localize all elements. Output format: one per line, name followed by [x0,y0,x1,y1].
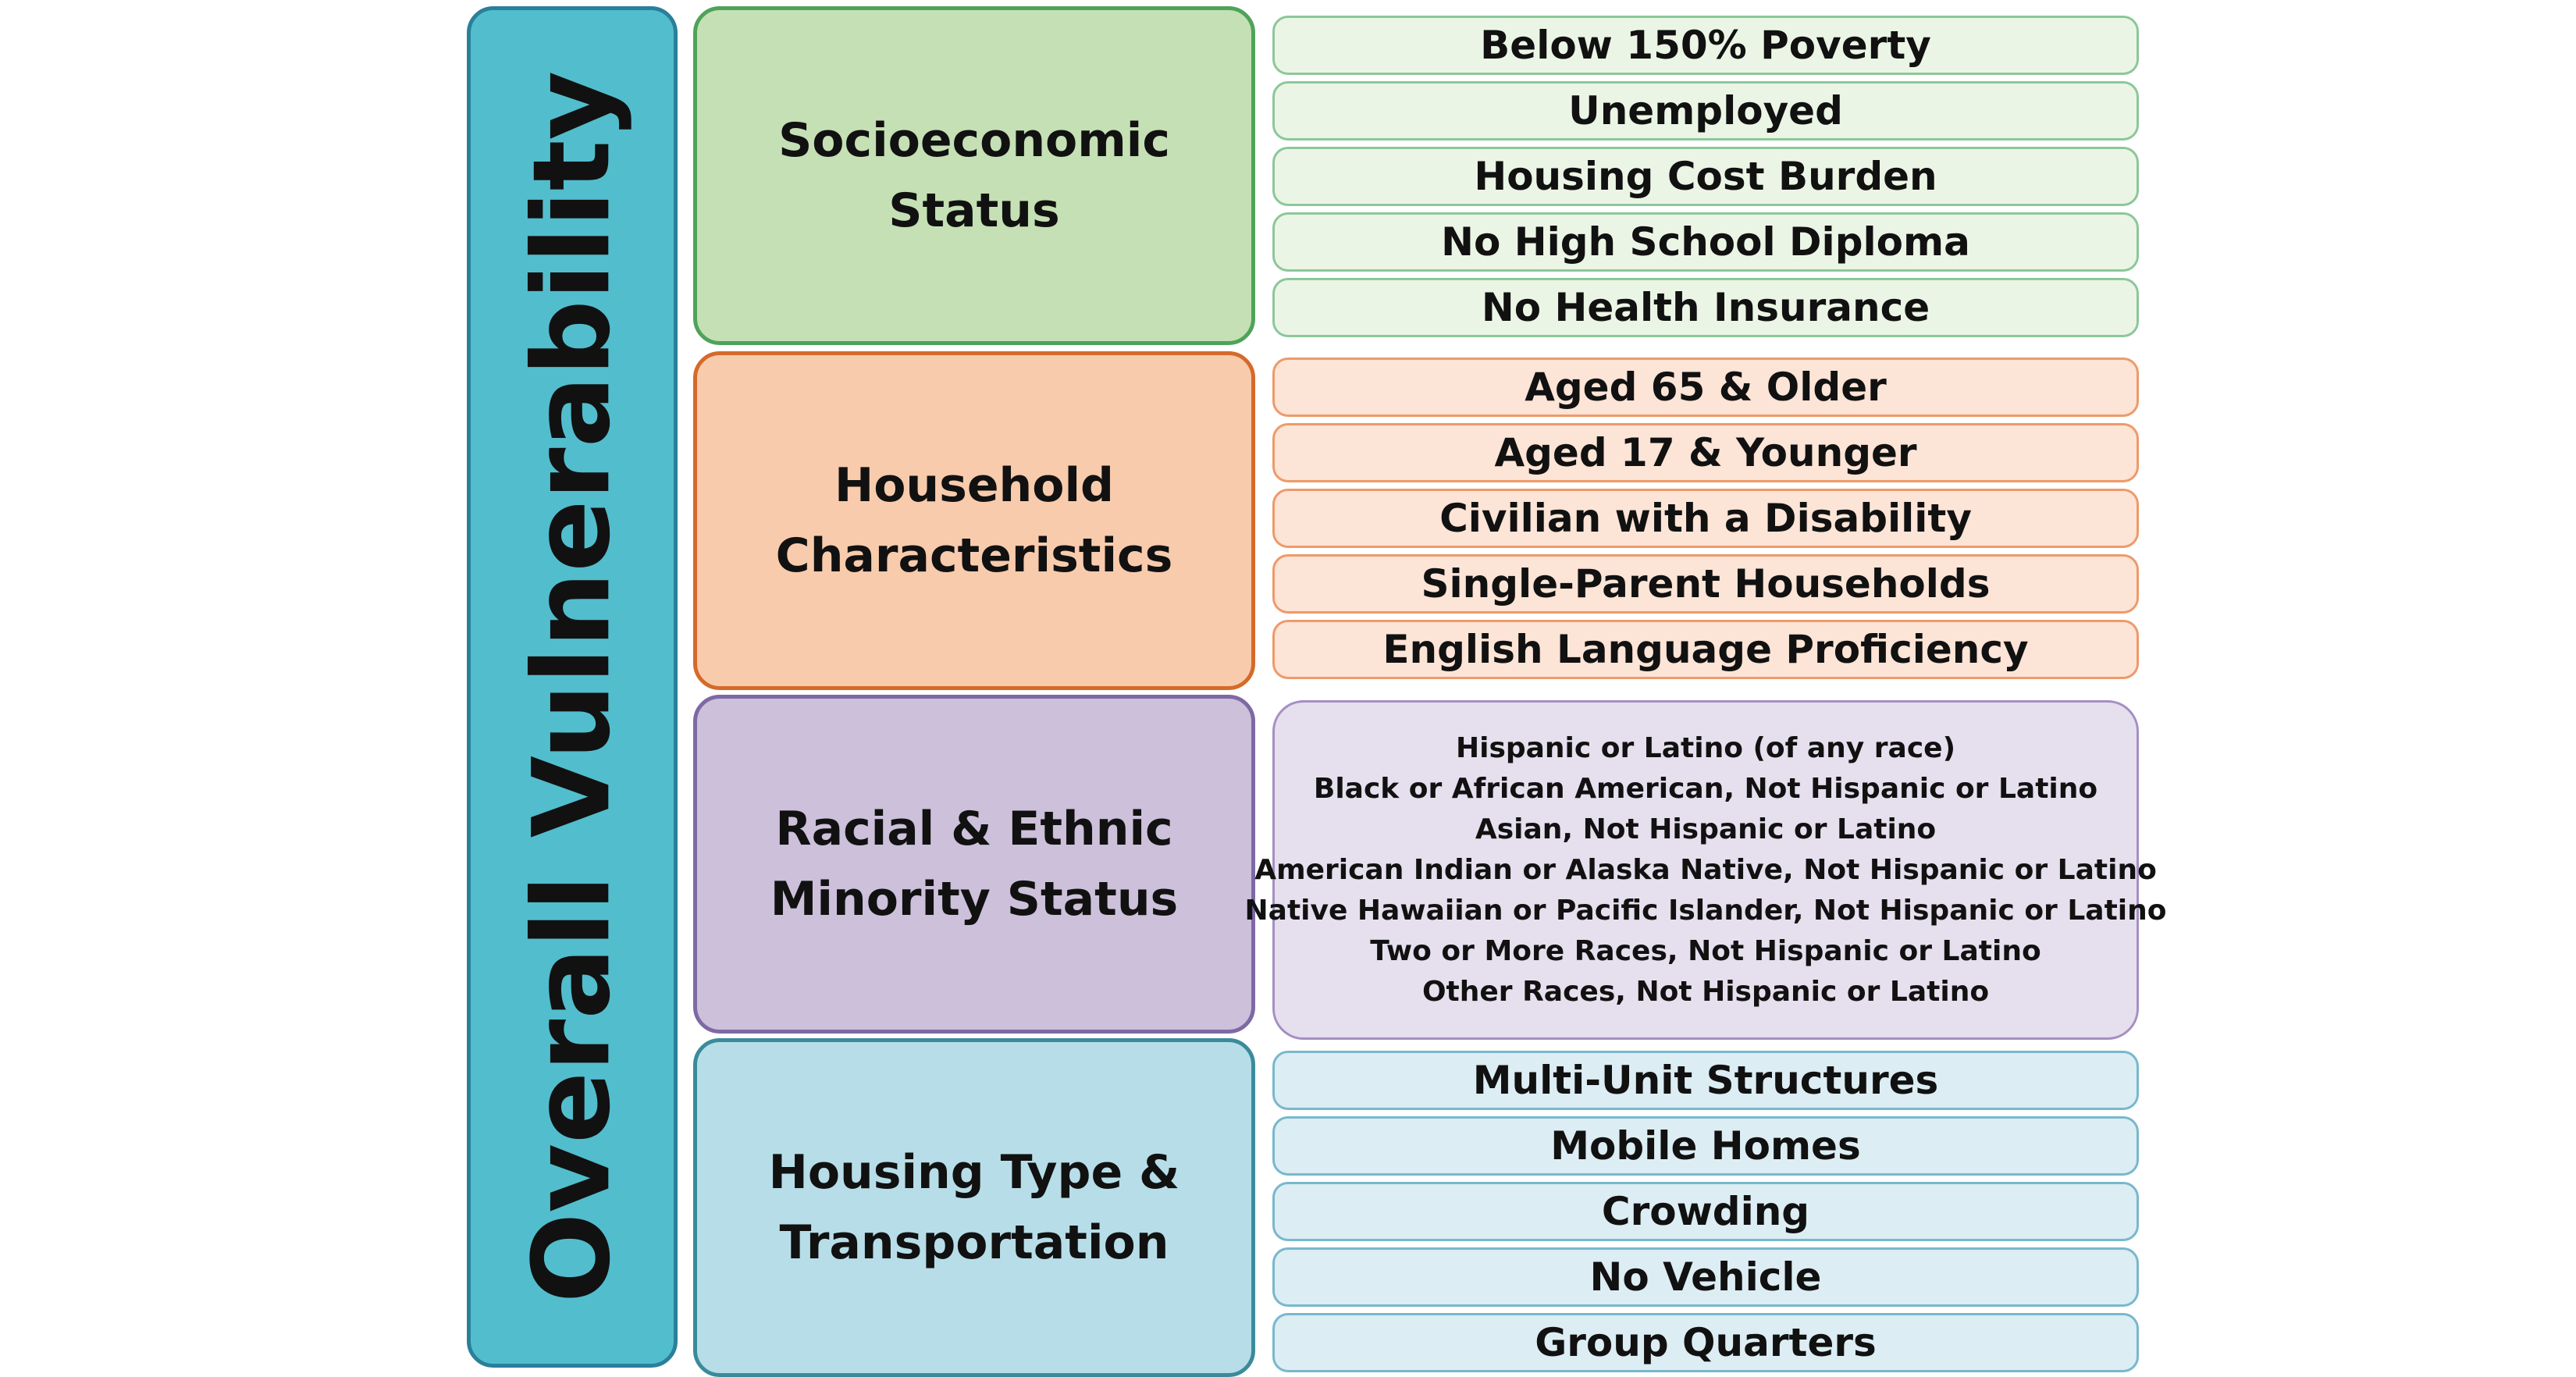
minority-variables-box: Hispanic or Latino (of any race) Black o… [1245,700,2166,1040]
variable-single-parent: Single-Parent Households [1272,554,2139,614]
variable-aged-65-older: Aged 65 & Older [1272,358,2139,417]
variable-no-vehicle: No Vehicle [1272,1247,2139,1307]
variable-native-hawaiian: Native Hawaiian or Pacific Islander, Not… [1244,894,2167,927]
variable-unemployed: Unemployed [1272,81,2139,141]
theme-socioeconomic-label: Socioeconomic Status [778,113,1170,238]
overall-vulnerability-box: Overall Vulnerability [467,6,678,1368]
variable-black-african-american: Black or African American, Not Hispanic … [1313,772,2098,805]
theme-housing-transportation-label: Housing Type & Transportation [768,1145,1180,1270]
theme-socioeconomic-box: Socioeconomic Status [693,6,1255,345]
variable-aged-17-younger: Aged 17 & Younger [1272,423,2139,482]
theme-housing-transportation-box: Housing Type & Transportation [693,1038,1255,1377]
variable-asian: Asian, Not Hispanic or Latino [1475,813,1937,845]
variable-no-high-school-diploma: No High School Diploma [1272,212,2139,272]
variable-civilian-disability: Civilian with a Disability [1272,489,2139,548]
variable-no-health-insurance: No Health Insurance [1272,278,2139,337]
variable-below-150-poverty: Below 150% Poverty [1272,16,2139,75]
variable-two-or-more-races: Two or More Races, Not Hispanic or Latin… [1370,934,2041,967]
variable-american-indian: American Indian or Alaska Native, Not Hi… [1254,853,2157,886]
variable-mobile-homes: Mobile Homes [1272,1116,2139,1176]
variable-hispanic-latino: Hispanic or Latino (of any race) [1455,731,1956,764]
theme-minority-box: Racial & Ethnic Minority Status [693,695,1255,1034]
variable-group-quarters: Group Quarters [1272,1313,2139,1372]
variable-housing-cost-burden: Housing Cost Burden [1272,147,2139,206]
theme-minority-label: Racial & Ethnic Minority Status [770,802,1179,927]
theme-household-label: Household Characteristics [775,458,1173,583]
theme-household-box: Household Characteristics [693,351,1255,690]
variable-other-races: Other Races, Not Hispanic or Latino [1421,975,1990,1008]
variable-crowding: Crowding [1272,1182,2139,1241]
overall-vulnerability-label: Overall Vulnerability [511,70,635,1304]
variable-multi-unit: Multi-Unit Structures [1272,1051,2139,1110]
variable-english-proficiency: English Language Proficiency [1272,620,2139,679]
